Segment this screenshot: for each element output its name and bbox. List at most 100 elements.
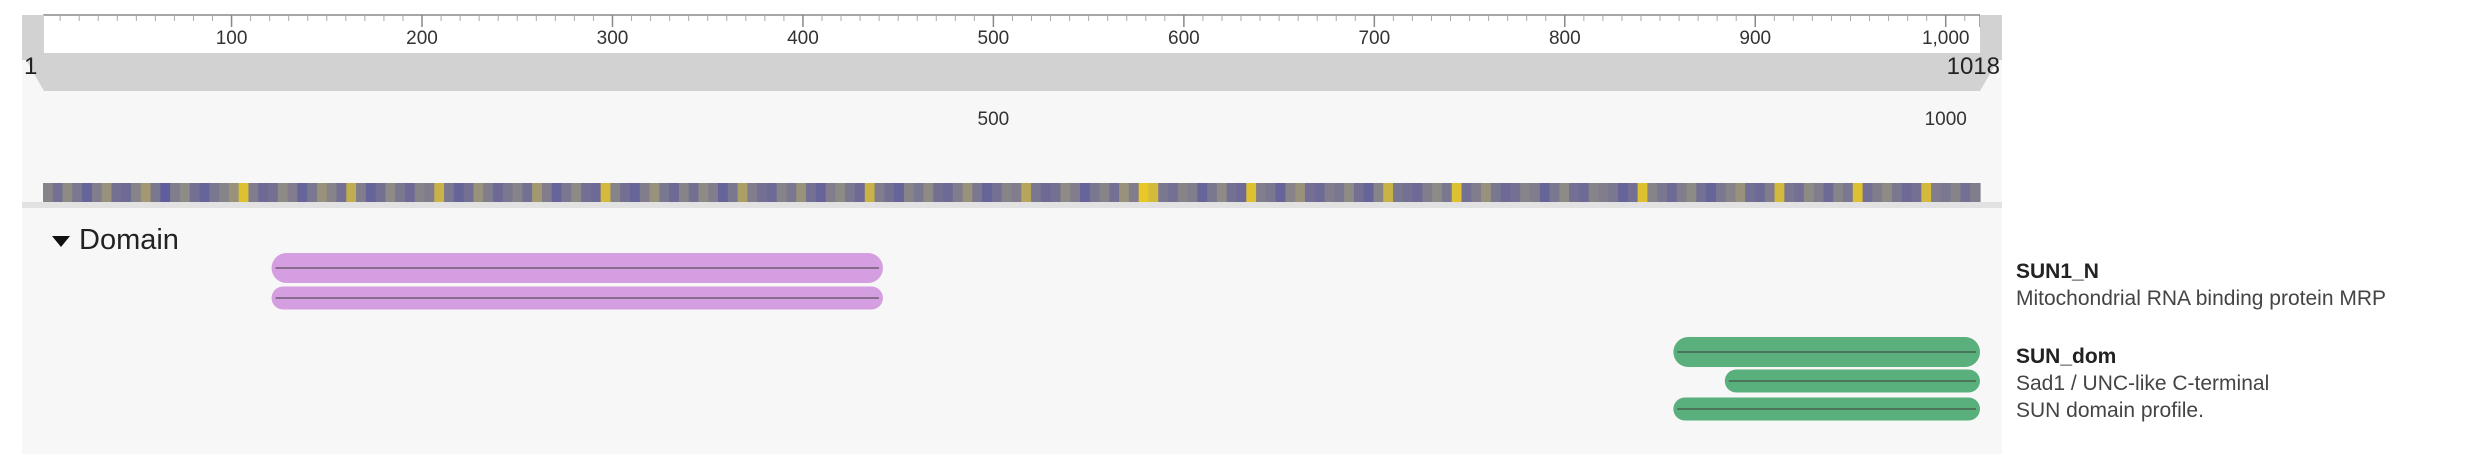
- hydropathy-cell: [356, 183, 367, 202]
- hydropathy-cell: [1735, 183, 1746, 202]
- hydropathy-cell: [737, 183, 748, 202]
- ruler-tick-label: 100: [216, 28, 248, 49]
- ruler-background: [22, 0, 2002, 60]
- hydropathy-cell: [1158, 183, 1169, 202]
- caret-down-icon: [52, 235, 70, 247]
- hydropathy-cell: [1696, 183, 1707, 202]
- hydropathy-cell: [493, 183, 504, 202]
- hydropathy-cell: [1539, 183, 1551, 202]
- ruler-tick-label: 600: [1168, 28, 1200, 49]
- hydropathy-cell: [1598, 183, 1609, 202]
- hydropathy-cell: [1031, 183, 1042, 202]
- hydropathy-cell: [952, 183, 964, 202]
- hydropathy-cell: [894, 183, 905, 202]
- hydropathy-cell: [1715, 183, 1727, 202]
- hydropathy-cell: [522, 183, 533, 202]
- hydropathy-cell: [1471, 183, 1482, 202]
- hydropathy-cell: [179, 183, 191, 202]
- hydropathy-cell: [1911, 183, 1922, 202]
- hydropathy-cell: [1676, 183, 1688, 202]
- hydropathy-cell: [1324, 183, 1335, 202]
- sequence-position-label: 1000: [1925, 109, 1967, 130]
- hydropathy-cell: [786, 183, 797, 202]
- feature-label-sun1-n[interactable]: SUN1_N Mitochondrial RNA binding protein…: [2016, 259, 2386, 312]
- hydropathy-cell: [972, 183, 983, 202]
- hydropathy-cell: [43, 183, 54, 202]
- feature-description: Sad1 / UNC-like C-terminal: [2016, 372, 2270, 395]
- hydropathy-cell: [1344, 183, 1355, 202]
- feature-canvas[interactable]: 100 200 300 400 500 600 700 800 900 1,000 1 1018 500…: [22, 0, 2002, 454]
- zoom-handle-left[interactable]: [22, 15, 44, 60]
- hydropathy-cell: [796, 183, 807, 202]
- sequence-end-label: 1018: [1947, 53, 2000, 80]
- hydropathy-cell: [1872, 183, 1883, 202]
- track-panel: 100 200 300 400 500 600 700 800 900 1,000 1 1018 500…: [22, 0, 2002, 454]
- hydropathy-cell: [287, 183, 298, 202]
- hydropathy-cell: [1637, 183, 1648, 202]
- hydropathy-cell: [1813, 183, 1825, 202]
- hydropathy-cell: [1275, 183, 1287, 202]
- hydropathy-cell: [336, 183, 347, 202]
- hydropathy-cell: [1627, 183, 1639, 202]
- hydropathy-cell: [1803, 183, 1815, 202]
- hydropathy-cell: [1891, 183, 1903, 202]
- hydropathy-cell: [111, 183, 122, 202]
- hydropathy-cell: [1794, 183, 1805, 202]
- hydropathy-cell: [1774, 183, 1785, 202]
- hydropathy-cell: [219, 183, 230, 202]
- sequence-start-label: 1: [24, 53, 37, 80]
- hydropathy-cell: [1314, 183, 1326, 202]
- feature-name: SUN1_N: [2016, 260, 2099, 283]
- hydropathy-cell: [463, 183, 475, 202]
- hydropathy-cell: [502, 183, 514, 202]
- hydropathy-cell: [1060, 183, 1071, 202]
- ruler-tick-label: 700: [1358, 28, 1390, 49]
- hydropathy-cell: [1559, 183, 1570, 202]
- hydropathy-cell: [307, 183, 318, 202]
- domain-track-toggle[interactable]: Domain: [52, 222, 179, 258]
- feature-label-sun-dom[interactable]: SUN_dom Sad1 / UNC-like C-terminal SUN d…: [2016, 344, 2269, 424]
- hydropathy-cell: [1549, 183, 1560, 202]
- hydropathy-cell: [1109, 183, 1120, 202]
- hydropathy-cell: [1265, 183, 1277, 202]
- hydropathy-cell: [268, 183, 279, 202]
- hydropathy-cell: [1393, 183, 1404, 202]
- hydropathy-cell: [923, 183, 934, 202]
- zoom-region[interactable]: [22, 53, 2002, 91]
- hydropathy-cell: [365, 183, 377, 202]
- hydropathy-cell: [649, 183, 660, 202]
- hydropathy-cell: [1481, 183, 1492, 202]
- hydropathy-cell: [1608, 183, 1619, 202]
- hydropathy-cell: [121, 183, 132, 202]
- hydropathy-cell: [629, 183, 641, 202]
- hydropathy-cell: [1520, 183, 1531, 202]
- hydropathy-cell: [1422, 183, 1433, 202]
- ruler-tick-label: 900: [1739, 28, 1771, 49]
- hydropathy-cell: [698, 183, 709, 202]
- hydropathy-cell: [1256, 183, 1267, 202]
- hydropathy-cell: [1334, 183, 1345, 202]
- hydropathy-cell: [1168, 183, 1179, 202]
- hydropathy-cell: [228, 183, 240, 202]
- hydropathy-cell: [375, 183, 386, 202]
- hydropathy-cell: [1657, 183, 1668, 202]
- hydropathy-cell: [825, 183, 837, 202]
- hydropathy-cell: [1119, 183, 1130, 202]
- hydropathy-cell: [1089, 183, 1101, 202]
- zoom-handle-right[interactable]: [1980, 15, 2002, 60]
- hydropathy-cell: [1647, 183, 1658, 202]
- hydropathy-cell: [1295, 183, 1306, 202]
- hydropathy-cell: [52, 183, 64, 202]
- hydropathy-cell: [453, 183, 465, 202]
- ruler-tick-label: 800: [1549, 28, 1581, 49]
- hydropathy-cell: [1363, 183, 1375, 202]
- hydropathy-cell: [1618, 183, 1629, 202]
- hydropathy-cell: [72, 183, 83, 202]
- hydropathy-cell: [1852, 183, 1864, 202]
- ruler-tick-label: 400: [787, 28, 819, 49]
- hydropathy-cell: [1001, 183, 1013, 202]
- hydropathy-cell: [1216, 183, 1228, 202]
- hydropathy-cell: [170, 183, 181, 202]
- hydropathy-cell: [884, 183, 895, 202]
